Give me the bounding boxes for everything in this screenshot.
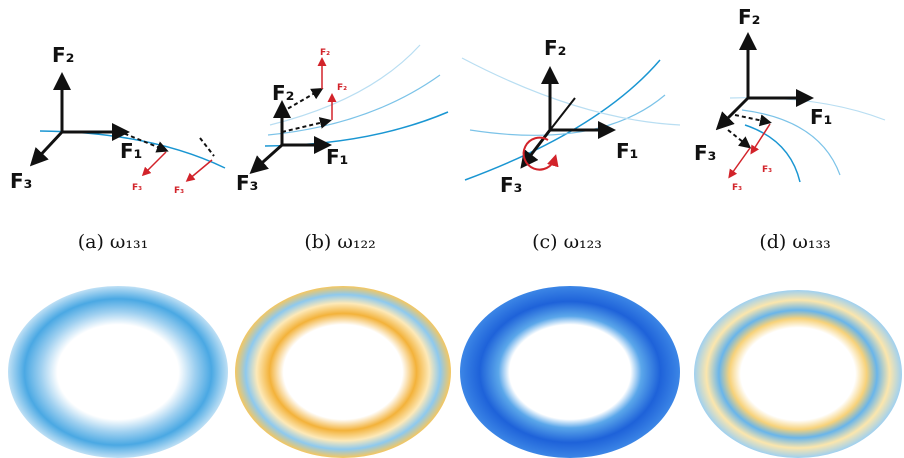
label: F₃ (694, 141, 716, 165)
label: F₃ (236, 171, 258, 195)
label: F₃ (732, 183, 742, 193)
caption: (c) ω₁₂₃ (532, 231, 602, 253)
caption: (a) ω₁₃₁ (78, 231, 149, 253)
label: F₁ (120, 139, 142, 163)
label: F₃ (762, 165, 772, 175)
label: F₃ (10, 169, 32, 193)
label: F₃ (500, 173, 522, 197)
panel-a: F₂ F₁ F₃ F₃ F₃ (a) ω₁₃₁ (10, 43, 225, 253)
label: F₁ (326, 145, 348, 169)
panel-b: F₂ F₁ F₃ F₂ F₂ (b) ω₁₂₂ (236, 45, 448, 253)
label: F₂ (52, 43, 74, 67)
label: F₁ (810, 105, 832, 129)
panel-d: F₂ F₁ F₃ F₃ F₃ (d) ω₁₃₃ (694, 5, 885, 253)
label: F₃ (132, 183, 142, 193)
heatmap (8, 286, 228, 458)
caption: (b) ω₁₂₂ (304, 231, 375, 253)
label: F₂ (337, 83, 347, 93)
label: F₂ (320, 48, 330, 58)
label: F₂ (544, 36, 566, 60)
figure: F₂ F₁ F₃ F₃ F₃ (a) ω₁₃₁ F₂ F₁ F₃ F₂ F₂ (… (0, 0, 904, 458)
label: F₂ (738, 5, 760, 29)
heatmaps (8, 286, 902, 458)
label: F₁ (616, 139, 638, 163)
heatmap (235, 286, 451, 458)
heatmap (460, 286, 680, 458)
panel-c: F₂ F₁ F₃ (c) ω₁₂₃ (462, 36, 680, 253)
label: F₃ (174, 186, 184, 196)
caption: (d) ω₁₃₃ (759, 231, 830, 253)
label: F₂ (272, 81, 294, 105)
heatmap (694, 290, 902, 458)
